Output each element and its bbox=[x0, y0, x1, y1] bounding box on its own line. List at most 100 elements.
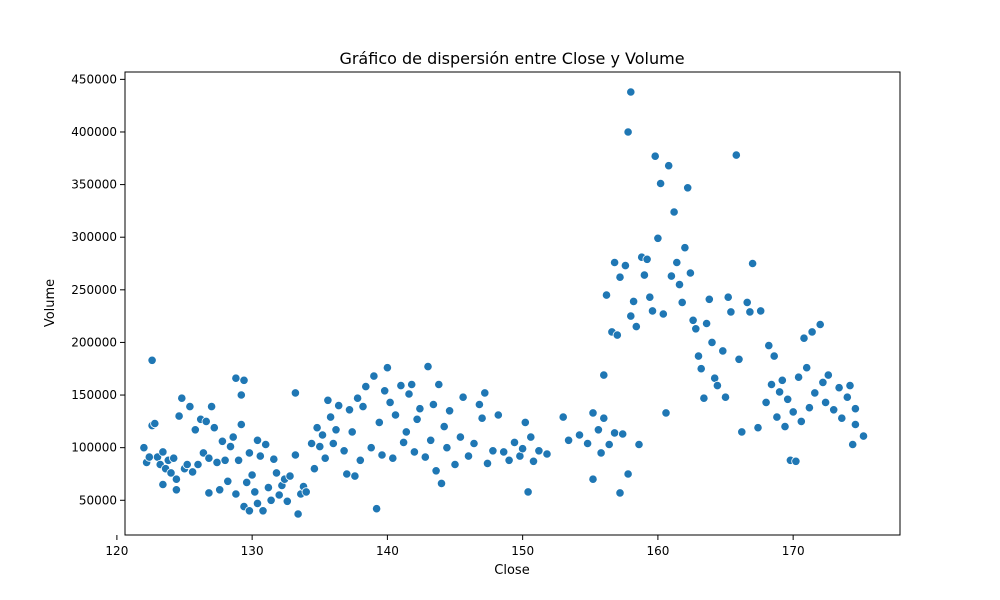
data-point bbox=[474, 399, 484, 410]
data-point bbox=[366, 443, 376, 453]
data-point bbox=[380, 386, 390, 396]
data-point bbox=[520, 417, 530, 427]
y-tick-label: 50000 bbox=[79, 493, 117, 507]
data-point bbox=[718, 346, 728, 356]
data-point bbox=[850, 404, 861, 414]
data-point bbox=[347, 427, 357, 437]
data-point bbox=[317, 430, 328, 440]
data-point bbox=[653, 233, 663, 243]
data-point bbox=[455, 432, 465, 442]
data-point bbox=[144, 452, 154, 462]
data-point bbox=[244, 506, 254, 516]
data-point bbox=[647, 306, 658, 316]
data-point bbox=[842, 392, 852, 402]
data-point bbox=[609, 257, 620, 268]
data-point bbox=[645, 292, 655, 302]
points-layer bbox=[139, 87, 869, 519]
data-point bbox=[217, 436, 227, 446]
data-point bbox=[426, 435, 436, 445]
data-point bbox=[182, 459, 192, 470]
data-point bbox=[390, 410, 401, 420]
data-point bbox=[228, 432, 238, 442]
data-point bbox=[820, 397, 831, 407]
y-tick-label: 450000 bbox=[71, 72, 117, 86]
data-point bbox=[398, 437, 409, 447]
data-point bbox=[355, 455, 365, 465]
data-point bbox=[431, 466, 441, 476]
data-point bbox=[193, 459, 203, 470]
data-point bbox=[255, 451, 265, 461]
data-point bbox=[669, 207, 679, 217]
data-point bbox=[688, 315, 698, 325]
data-point bbox=[374, 417, 384, 427]
data-point bbox=[737, 427, 747, 437]
data-point bbox=[850, 419, 861, 430]
data-point bbox=[350, 471, 360, 481]
data-point bbox=[799, 333, 809, 343]
data-point bbox=[407, 379, 417, 390]
data-point bbox=[588, 474, 598, 484]
x-tick-label: 130 bbox=[241, 544, 264, 558]
data-point bbox=[420, 452, 430, 462]
data-point bbox=[469, 438, 479, 449]
data-point bbox=[234, 455, 244, 465]
data-point bbox=[666, 271, 677, 281]
data-point bbox=[285, 471, 295, 481]
data-point bbox=[463, 451, 474, 461]
data-point bbox=[623, 469, 633, 479]
data-point bbox=[772, 412, 782, 422]
data-point bbox=[150, 418, 160, 429]
data-point bbox=[293, 509, 303, 519]
data-point bbox=[323, 395, 333, 405]
data-point bbox=[834, 383, 844, 393]
data-point bbox=[791, 456, 801, 466]
y-tick-label: 350000 bbox=[71, 178, 117, 192]
data-point bbox=[271, 468, 282, 478]
data-point bbox=[488, 446, 498, 456]
data-point bbox=[158, 447, 168, 457]
data-point bbox=[631, 321, 641, 332]
data-point bbox=[777, 375, 787, 385]
data-point bbox=[328, 438, 338, 449]
data-point bbox=[301, 487, 311, 497]
data-point bbox=[612, 330, 622, 340]
data-point bbox=[158, 479, 168, 490]
x-tick-label: 160 bbox=[646, 544, 669, 558]
x-axis-ticks: 120 130 140 150 160 170 bbox=[105, 535, 805, 558]
data-point bbox=[290, 388, 300, 398]
data-point bbox=[209, 423, 219, 433]
data-point bbox=[837, 413, 847, 423]
data-point bbox=[618, 429, 628, 439]
data-point bbox=[185, 401, 195, 412]
data-point bbox=[320, 453, 330, 463]
data-point bbox=[623, 127, 633, 137]
data-point bbox=[761, 397, 771, 407]
data-point bbox=[412, 414, 422, 424]
data-point bbox=[734, 354, 744, 364]
data-point bbox=[742, 297, 752, 307]
data-point bbox=[783, 394, 793, 404]
data-point bbox=[528, 456, 539, 466]
data-point bbox=[442, 443, 452, 453]
data-point bbox=[596, 448, 606, 458]
data-point bbox=[601, 290, 612, 300]
data-point bbox=[599, 370, 609, 380]
data-point bbox=[707, 337, 717, 347]
data-point bbox=[274, 490, 284, 500]
data-point bbox=[693, 351, 704, 361]
data-point bbox=[774, 387, 785, 397]
x-tick-label: 120 bbox=[105, 544, 128, 558]
data-point bbox=[534, 446, 544, 456]
data-point bbox=[793, 372, 804, 382]
data-point bbox=[312, 423, 322, 433]
data-point bbox=[769, 351, 779, 361]
data-point bbox=[818, 377, 828, 387]
data-point bbox=[166, 468, 176, 478]
data-point bbox=[615, 272, 625, 282]
data-point bbox=[683, 183, 693, 193]
data-point bbox=[756, 306, 766, 316]
data-point bbox=[593, 425, 604, 435]
data-point bbox=[664, 161, 674, 171]
data-point bbox=[493, 410, 503, 420]
data-point bbox=[242, 477, 252, 487]
